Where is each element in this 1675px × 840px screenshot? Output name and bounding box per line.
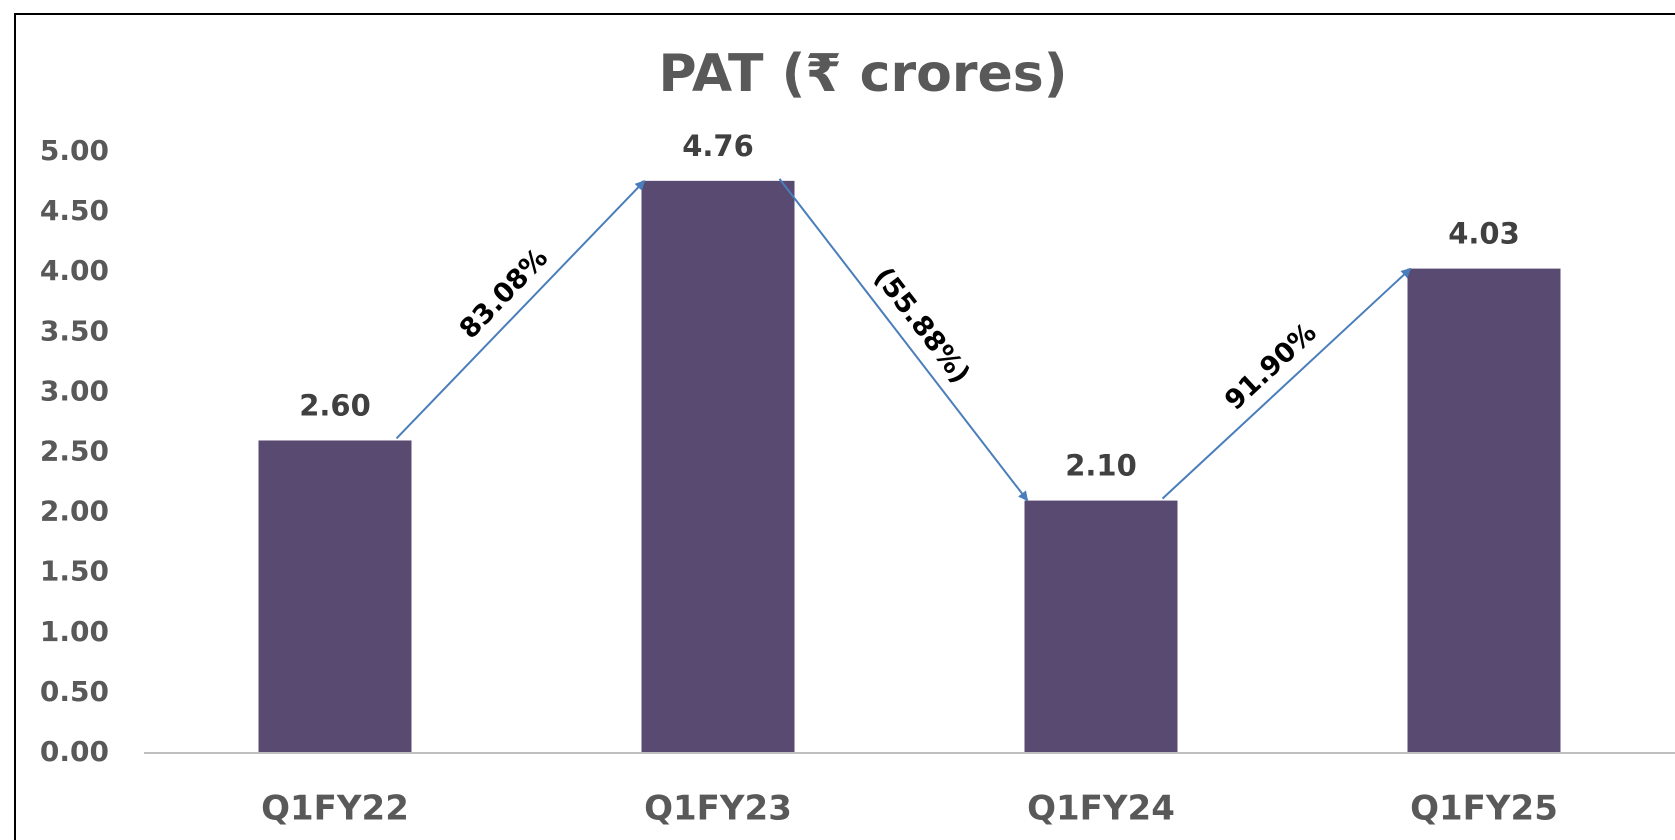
change-arrow: [1161, 267, 1412, 500]
bar: [641, 180, 795, 753]
change-label: 83.08%: [454, 242, 554, 345]
bar: [1024, 500, 1178, 753]
change-arrow: [778, 178, 1029, 502]
y-tick-label: 3.00: [40, 374, 109, 407]
x-tick-label: Q1FY22: [261, 789, 409, 829]
y-tick-label: 2.50: [40, 435, 109, 468]
x-tick-label: Q1FY24: [1027, 789, 1175, 829]
y-tick-label: 4.50: [40, 194, 109, 227]
change-arrow: [395, 180, 646, 440]
y-tick-label: 2.00: [40, 495, 109, 528]
y-tick-label: 0.00: [40, 735, 109, 768]
data-label: 2.60: [299, 388, 371, 422]
data-label: 4.03: [1448, 217, 1520, 251]
change-label: (55.88%): [868, 262, 976, 390]
y-tick-label: 0.50: [40, 675, 109, 708]
y-tick-label: 5.00: [40, 134, 109, 167]
x-tick-label: Q1FY23: [644, 789, 792, 829]
x-tick-label: Q1FY25: [1410, 789, 1558, 829]
bar: [258, 440, 412, 753]
chart-frame: [14, 13, 1675, 840]
bar: [1407, 268, 1561, 753]
data-label: 2.10: [1065, 449, 1137, 483]
y-tick-label: 3.50: [40, 314, 109, 347]
data-label: 4.76: [682, 129, 754, 163]
y-tick-label: 1.00: [40, 615, 109, 648]
chart-title: PAT (₹ crores): [659, 44, 1068, 104]
y-tick-label: 1.50: [40, 555, 109, 588]
change-label: 91.90%: [1219, 317, 1323, 416]
y-tick-label: 4.00: [40, 254, 109, 287]
